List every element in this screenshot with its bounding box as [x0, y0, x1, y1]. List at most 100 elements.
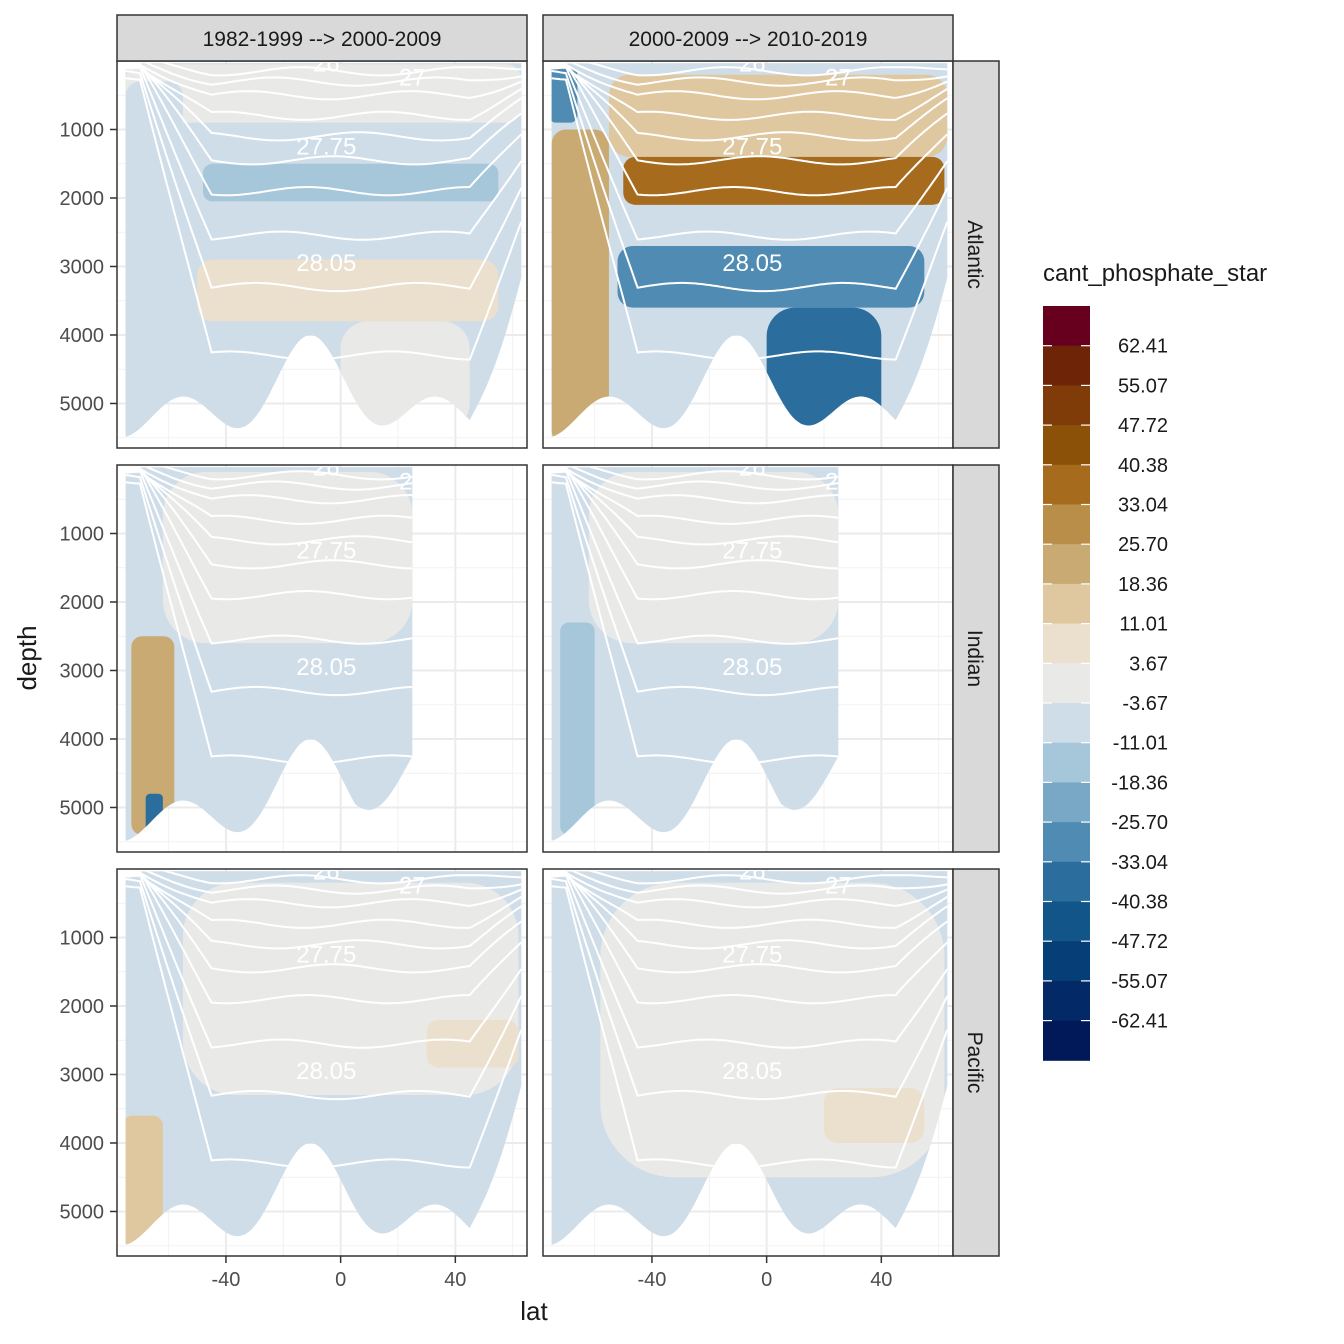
legend-swatch: [1043, 425, 1090, 466]
legend-label: -25.70: [1111, 812, 1168, 834]
isopycnal-label: 27: [825, 64, 852, 91]
isopycnal-label: 26: [313, 51, 340, 78]
isopycnal-line: [551, 64, 948, 241]
legend-swatch: [1043, 861, 1090, 902]
legend-swatch: [1043, 464, 1090, 505]
isopycnals: [551, 467, 839, 765]
facet-strips: 1982-1999 --> 2000-2009 2000-2009 --> 201…: [116, 14, 1000, 1257]
band-3.67: [588, 471, 839, 644]
isopycnal-line: [125, 874, 522, 929]
legend-label: -62.41: [1111, 1011, 1168, 1033]
legend-swatch: [1043, 385, 1090, 426]
column-strip: [542, 14, 954, 62]
isopycnal-label: 26: [313, 859, 340, 886]
isopycnal-label: 28.05: [296, 1058, 356, 1085]
legend-swatch: [1043, 822, 1090, 863]
legend-swatch: [1043, 663, 1090, 704]
section-fill: 26 27 27.75 28.05: [551, 869, 948, 1245]
y-tick-label: 3000: [60, 256, 105, 278]
panel-atlantic-2: 26 27 27.75 28.05: [542, 60, 954, 449]
y-tick-label: 3000: [60, 660, 105, 682]
isopycnal-line: [125, 64, 522, 241]
isopycnal-line: [125, 470, 413, 546]
isopycnal-label: 27: [399, 872, 426, 899]
isopycnal-line: [125, 467, 413, 601]
section-fill: 26 27 27.75 28.05: [125, 455, 426, 841]
isopycnal-label: 28.05: [722, 1058, 782, 1085]
legend-label: 18.36: [1118, 574, 1168, 596]
column-strip-label: 2000-2009 --> 2010-2019: [629, 28, 868, 51]
panel-indian-1: 26 27 27.75 28.05: [116, 455, 528, 853]
band--25.70: [551, 67, 578, 123]
isopycnal-label: 27.75: [722, 942, 782, 969]
x-tick-label: 0: [761, 1269, 772, 1291]
isopycnal-line: [551, 66, 948, 121]
legend-label: 3.67: [1129, 653, 1168, 675]
isopycnal-line: [125, 468, 413, 645]
isopycnal-line: [125, 474, 413, 697]
x-axis-title: lat: [520, 1296, 548, 1326]
row-strip-label: Pacific: [963, 1032, 986, 1094]
isopycnal-line: [551, 878, 948, 1101]
isopycnal-line: [125, 63, 522, 101]
legend-label: -55.07: [1111, 971, 1168, 993]
y-tick-label: 2000: [60, 188, 105, 210]
row-strip: [952, 60, 1000, 449]
isopycnals: [125, 467, 413, 765]
isopycnal-line: [125, 467, 413, 481]
isopycnal-line: [125, 874, 522, 950]
isopycnal-line: [125, 872, 522, 1049]
legend-label: -11.01: [1113, 733, 1168, 755]
band-25.70: [551, 129, 609, 437]
isopycnal-label: 26: [313, 455, 340, 482]
isopycnal-label: 27: [825, 872, 852, 899]
y-tick-label: 5000: [60, 1201, 105, 1223]
isopycnal-label: 27.75: [296, 538, 356, 565]
panels-layer: 26 27 27.75 28.05 26 27 27.75 28.05 26 27 27.75 28.…: [116, 51, 954, 1257]
y-tick-label: 5000: [60, 797, 105, 819]
column-strip-label: 1982-1999 --> 2000-2009: [203, 28, 442, 51]
panel-border: [116, 868, 528, 1257]
isopycnal-line: [551, 63, 948, 197]
isopycnals: [125, 63, 522, 361]
legend-label: -33.04: [1111, 852, 1168, 874]
legend-swatch: [1043, 345, 1090, 386]
band-25.70: [131, 636, 175, 835]
isopycnal-line: [551, 467, 839, 491]
isopycnal-line: [125, 66, 522, 142]
isopycnal-line: [125, 66, 522, 121]
isopycnals: [125, 871, 522, 1169]
y-tick-label: 3000: [60, 1064, 105, 1086]
isopycnal-line: [551, 871, 948, 1005]
section-fill: 26 27 27.75 28.05: [551, 465, 852, 841]
section-fill: 26 27 27.75 28.05: [551, 61, 948, 437]
isopycnals: [551, 63, 948, 361]
x-tick-label: 40: [870, 1269, 892, 1291]
isopycnal-label: 28.05: [296, 654, 356, 681]
isopycnal-line: [125, 470, 413, 525]
y-tick-label: 1000: [60, 927, 105, 949]
isopycnal-line: [125, 467, 413, 491]
isopycnal-line: [125, 871, 522, 1005]
legend-title: cant_phosphate_star: [1043, 260, 1267, 287]
legend-label: -47.72: [1111, 931, 1168, 953]
band-18.36: [608, 74, 948, 157]
legend-swatch: [1043, 703, 1090, 744]
y-tick-label: 5000: [60, 393, 105, 415]
isopycnal-line: [125, 63, 522, 87]
row-strip-label: Indian: [963, 630, 986, 687]
isopycnal-line: [125, 63, 522, 77]
legend-swatch: [1043, 1020, 1090, 1061]
isopycnal-line: [551, 474, 839, 697]
isopycnal-label: 27: [399, 468, 426, 495]
isopycnal-line: [551, 63, 948, 166]
legend-label: 55.07: [1118, 375, 1168, 397]
isopycnal-line: [551, 470, 839, 546]
y-tick-label: 4000: [60, 1133, 105, 1155]
isopycnal-line: [551, 871, 948, 909]
y-tick-label: 2000: [60, 592, 105, 614]
legend-label: 33.04: [1118, 495, 1168, 517]
isopycnal-line: [551, 871, 948, 974]
y-tick-label: 4000: [60, 729, 105, 751]
